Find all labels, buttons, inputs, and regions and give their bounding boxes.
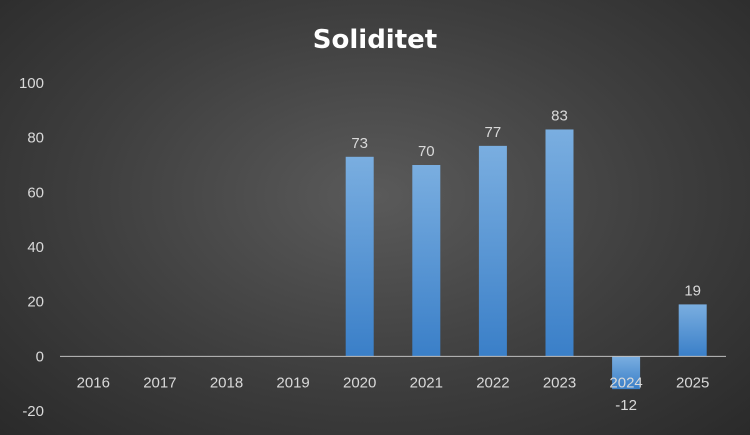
x-tick-label: 2021 [410, 374, 443, 391]
data-label: -12 [615, 397, 637, 414]
x-tick-label: 2022 [476, 374, 509, 391]
data-label: 73 [351, 135, 368, 152]
x-tick-label: 2024 [609, 374, 642, 391]
x-axis: 2016 2017 2018 2019 2020 2021 2022 2023 2024 2025 [77, 374, 710, 391]
bar-2025 [678, 304, 707, 357]
y-tick-label: 20 [27, 294, 44, 311]
x-tick-label: 2016 [77, 374, 110, 391]
data-labels-group: 73 70 77 83 -12 19 [351, 107, 701, 414]
x-tick-label: 2018 [210, 374, 243, 391]
y-tick-label: 0 [36, 348, 44, 365]
bars-group [345, 129, 707, 390]
y-tick-label: 40 [27, 239, 44, 256]
x-tick-label: 2017 [143, 374, 176, 391]
bar-2024 [612, 356, 641, 390]
y-tick-label: 100 [19, 75, 44, 92]
bar-2021 [412, 165, 441, 357]
data-label: 83 [551, 107, 568, 124]
bar-2023 [545, 129, 574, 357]
data-label: 77 [485, 124, 502, 141]
bar-2020 [345, 156, 374, 357]
y-tick-label: -20 [22, 403, 44, 420]
data-label: 70 [418, 143, 435, 160]
x-tick-label: 2020 [343, 374, 376, 391]
y-tick-label: 80 [27, 130, 44, 147]
data-label: 19 [684, 282, 701, 299]
chart-title: Soliditet [313, 25, 437, 55]
bar-2022 [478, 145, 507, 357]
x-tick-label: 2025 [676, 374, 709, 391]
y-tick-label: 60 [27, 184, 44, 201]
x-tick-label: 2019 [276, 374, 309, 391]
y-axis: -20 0 20 40 60 80 100 [19, 75, 44, 420]
x-tick-label: 2023 [543, 374, 576, 391]
